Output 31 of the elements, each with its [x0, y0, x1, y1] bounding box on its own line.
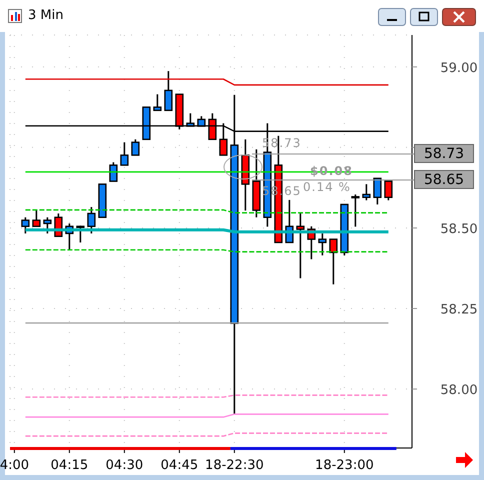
candlestick [296, 212, 305, 279]
x-tick-label: 04:45 [160, 458, 198, 473]
candlestick [384, 180, 393, 202]
candlestick [87, 206, 96, 234]
y-tick-label: 58.00 [440, 383, 478, 398]
candlestick [76, 224, 85, 244]
candlestick [318, 232, 327, 256]
annotation: 0.14 % [303, 180, 351, 194]
x-tick-label: 04:30 [106, 458, 144, 473]
y-tick-label: 58.25 [440, 302, 478, 318]
candlestick [21, 216, 30, 234]
x-tick-label: 4:00 [0, 458, 29, 473]
candlestick [329, 238, 338, 286]
candlestick [120, 142, 129, 166]
candlestick [32, 210, 41, 228]
ref-line-label: 58.73 [414, 144, 474, 163]
y-tick-label: 59.00 [440, 60, 478, 76]
candlestick [362, 183, 371, 202]
candlestick [43, 216, 52, 234]
candlestick [109, 162, 118, 182]
chart-title: 3 Min [28, 8, 64, 23]
candlestick [164, 70, 173, 112]
x-tick-label: 18-23:00 [315, 458, 374, 473]
candlestick [131, 138, 140, 156]
x-tick-label: 18-22:30 [205, 458, 264, 473]
candlestick [373, 178, 382, 206]
y-tick-label: 58.50 [440, 222, 478, 237]
x-tick-label: 04:15 [50, 458, 88, 473]
candlestick [153, 94, 162, 112]
ref-line-label: 58.65 [414, 170, 474, 189]
candlestick [351, 194, 360, 228]
